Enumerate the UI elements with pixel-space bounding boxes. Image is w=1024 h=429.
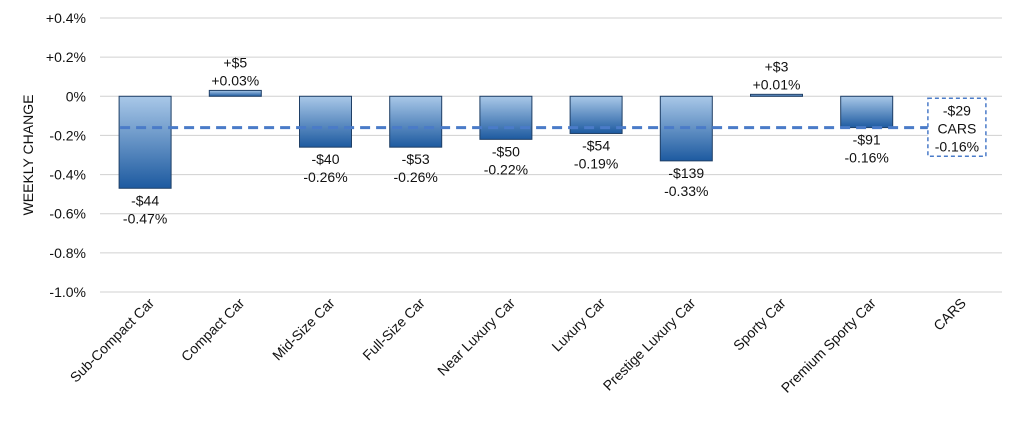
category-label: Prestige Luxury Car — [600, 295, 699, 394]
cars-box-label: CARS — [937, 120, 976, 136]
y-tick-label: +0.4% — [46, 10, 86, 26]
y-tick-label: -0.2% — [49, 127, 86, 143]
category-label: Luxury Car — [548, 295, 608, 355]
y-tick-label: -0.6% — [49, 206, 86, 222]
bar-percent-label: -0.22% — [484, 161, 528, 177]
bar — [750, 93, 803, 97]
y-tick-label: -0.8% — [49, 245, 86, 261]
bar-dollar-label: -$139 — [668, 165, 704, 181]
bar-percent-label: -0.26% — [394, 169, 438, 185]
category-label: Near Luxury Car — [434, 295, 518, 379]
category-label: Sporty Car — [730, 295, 789, 354]
y-tick-label: -1.0% — [49, 284, 86, 300]
bar — [840, 95, 894, 129]
bar-dollar-label: -$54 — [582, 137, 610, 153]
bar-percent-label: +0.01% — [753, 76, 801, 92]
category-label: Mid-Size Car — [269, 295, 338, 364]
bar-dollar-label: -$91 — [853, 132, 881, 148]
category-label: Sub-Compact Car — [67, 295, 158, 386]
y-tick-label: +0.2% — [46, 49, 86, 65]
category-label: Compact Car — [178, 295, 248, 365]
bar-percent-label: -0.16% — [845, 150, 889, 166]
bar-percent-label: -0.47% — [123, 210, 167, 226]
bar — [569, 95, 623, 134]
cars-reference-box — [927, 97, 987, 158]
bar — [299, 95, 352, 148]
category-label: CARS — [930, 295, 969, 334]
bar-dollar-label: -$53 — [402, 151, 430, 167]
bar-percent-label: -0.19% — [574, 155, 618, 171]
category-label: Full-Size Car — [359, 295, 428, 364]
y-tick-label: 0% — [66, 88, 86, 104]
bar-dollar-label: +$3 — [765, 58, 789, 74]
bar-percent-label: +0.03% — [211, 72, 259, 88]
y-tick-label: -0.4% — [49, 167, 86, 183]
bar-dollar-label: -$40 — [311, 151, 339, 167]
bar — [118, 95, 172, 189]
y-axis-title: WEEKLY CHANGE — [20, 95, 36, 216]
category-label: Premium Sporty Car — [778, 295, 879, 396]
bar-percent-label: -0.33% — [664, 183, 708, 199]
bar — [208, 89, 262, 97]
bar-percent-label: -0.26% — [303, 169, 347, 185]
bar — [479, 95, 533, 140]
cars-box-label: -0.16% — [935, 138, 979, 154]
bar-dollar-label: +$5 — [223, 54, 247, 70]
bar-dollar-label: -$50 — [492, 143, 520, 159]
bar-dollar-label: -$44 — [131, 192, 159, 208]
bar — [389, 95, 443, 148]
cars-box-label: -$29 — [943, 102, 971, 118]
